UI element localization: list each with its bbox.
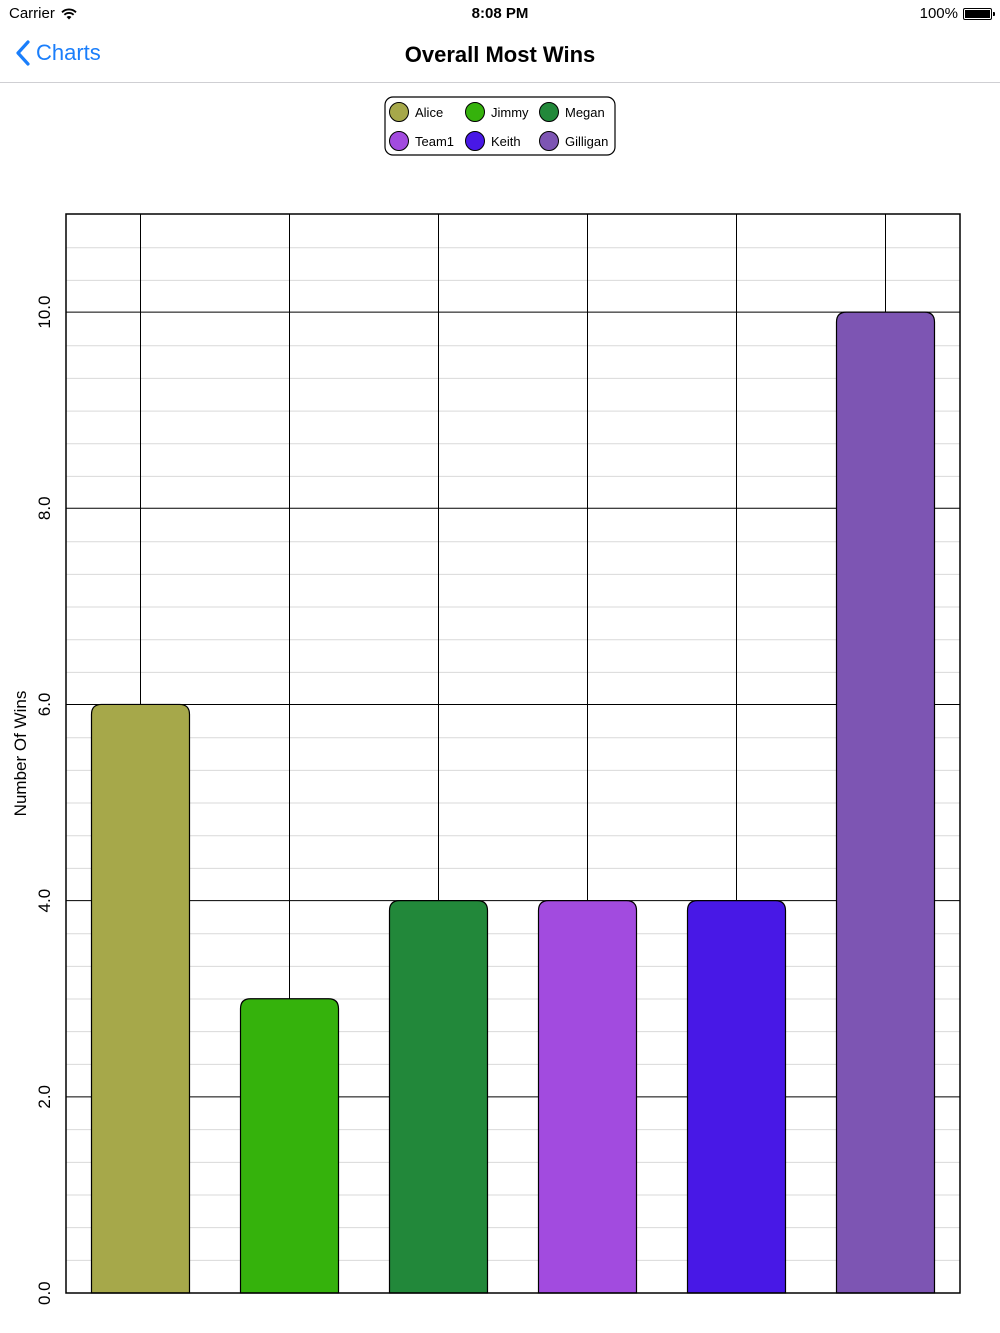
y-tick-label: 2.0 bbox=[35, 1085, 54, 1109]
carrier-label: Carrier bbox=[9, 5, 55, 22]
back-button[interactable]: Charts bbox=[14, 39, 101, 67]
battery-fill bbox=[965, 9, 990, 18]
battery-indicator: 100% bbox=[919, 5, 995, 22]
legend-swatch bbox=[465, 131, 485, 151]
y-axis-label: Number Of Wins bbox=[11, 691, 30, 817]
legend-label: Jimmy bbox=[491, 105, 529, 120]
carrier-indicator: Carrier bbox=[9, 5, 77, 22]
y-tick-label: 8.0 bbox=[35, 496, 54, 520]
legend-swatch bbox=[539, 131, 559, 151]
y-tick-label: 0.0 bbox=[35, 1281, 54, 1305]
y-tick-label: 4.0 bbox=[35, 889, 54, 913]
bar-gilligan bbox=[835, 311, 936, 1294]
legend-swatch bbox=[389, 131, 409, 151]
legend-swatch bbox=[539, 102, 559, 122]
legend-label: Megan bbox=[565, 105, 605, 120]
status-bar: Carrier 8:08 PM 100% bbox=[0, 0, 1000, 28]
chevron-left-icon bbox=[16, 40, 30, 66]
y-tick-label: 10.0 bbox=[35, 296, 54, 329]
legend-label: Keith bbox=[491, 134, 521, 149]
navigation-bar: Charts Overall Most Wins bbox=[0, 28, 1000, 83]
legend-label: Alice bbox=[415, 105, 443, 120]
bar-megan bbox=[388, 900, 489, 1294]
battery-percent: 100% bbox=[919, 5, 958, 22]
bar-keith bbox=[686, 900, 787, 1294]
y-tick-label: 6.0 bbox=[35, 693, 54, 717]
bar-team1 bbox=[537, 900, 638, 1294]
plot-area bbox=[66, 214, 960, 1293]
back-button-label: Charts bbox=[36, 40, 101, 65]
battery-tip bbox=[993, 11, 995, 16]
plot-border bbox=[65, 213, 961, 1294]
legend-label: Team1 bbox=[415, 134, 454, 149]
bar-alice bbox=[90, 703, 191, 1294]
legend-swatch bbox=[465, 102, 485, 122]
status-time: 8:08 PM bbox=[471, 5, 529, 22]
legend-label: Gilligan bbox=[565, 134, 608, 149]
battery-icon bbox=[963, 7, 995, 20]
legend-swatch bbox=[389, 102, 409, 122]
bar-jimmy bbox=[239, 998, 340, 1294]
page-title: Overall Most Wins bbox=[404, 42, 596, 67]
wifi-icon bbox=[61, 8, 77, 19]
